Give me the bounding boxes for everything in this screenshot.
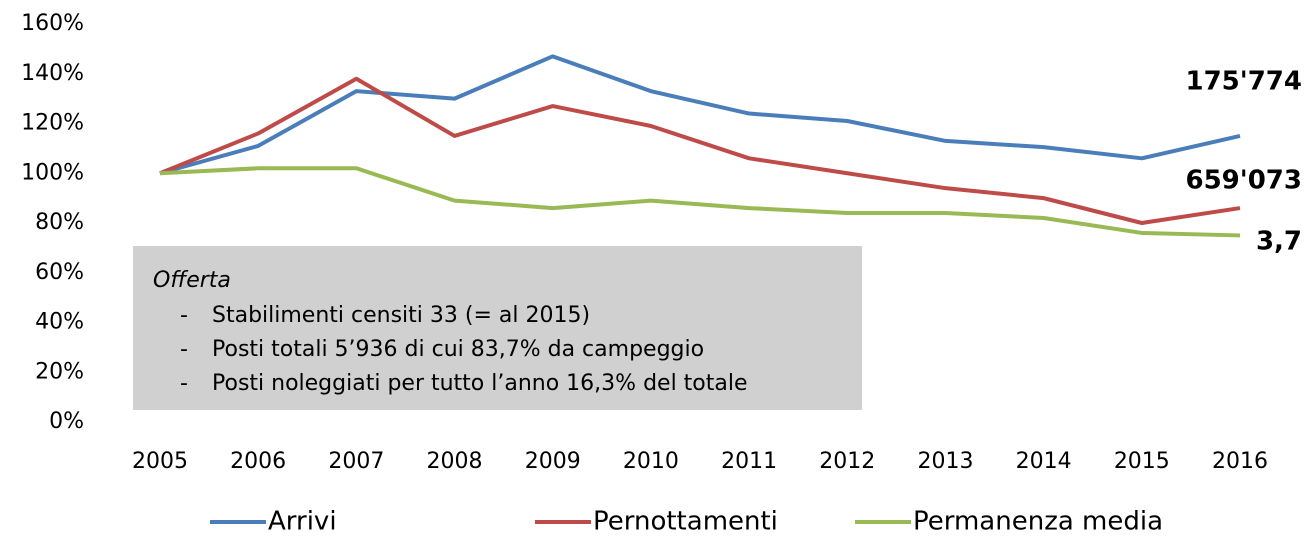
y-tick-label: 120% xyxy=(21,111,84,136)
x-tick-label: 2012 xyxy=(819,449,875,474)
legend-label: Pernottamenti xyxy=(593,507,778,536)
series-line xyxy=(159,76,1241,225)
x-tick-label: 2005 xyxy=(132,449,188,474)
y-tick-label: 80% xyxy=(35,210,84,235)
x-tick-label: 2015 xyxy=(1114,449,1170,474)
end-label: 659'073 xyxy=(1185,166,1302,196)
note-box xyxy=(133,246,862,410)
end-label: 175'774 xyxy=(1185,67,1302,97)
y-tick-label: 100% xyxy=(21,160,84,185)
x-tick-label: 2013 xyxy=(917,449,973,474)
note-item: Posti totali 5’936 di cui 83,7% da campe… xyxy=(212,337,704,362)
series-line xyxy=(159,166,1241,238)
x-tick-label: 2007 xyxy=(328,449,384,474)
x-tick-label: 2016 xyxy=(1212,449,1268,474)
y-tick-label: 60% xyxy=(35,260,84,285)
x-tick-label: 2010 xyxy=(623,449,679,474)
x-tick-label: 2009 xyxy=(525,449,581,474)
note-bullet: - xyxy=(180,303,188,328)
note-title: Offerta xyxy=(153,268,231,293)
y-tick-label: 0% xyxy=(49,409,84,434)
x-tick-label: 2011 xyxy=(721,449,777,474)
end-label: 3,7 xyxy=(1256,227,1302,257)
y-tick-label: 20% xyxy=(35,359,84,384)
note-item: Stabilimenti censiti 33 (= al 2015) xyxy=(212,303,590,328)
y-tick-label: 140% xyxy=(21,61,84,86)
x-tick-label: 2014 xyxy=(1016,449,1072,474)
series-line xyxy=(159,54,1241,176)
legend-label: Arrivi xyxy=(268,507,337,536)
y-tick-label: 40% xyxy=(35,310,84,335)
legend-label: Permanenza media xyxy=(913,507,1163,536)
x-tick-label: 2006 xyxy=(230,449,286,474)
note-bullet: - xyxy=(180,337,188,362)
y-tick-label: 160% xyxy=(21,11,84,36)
note-item: Posti noleggiati per tutto l’anno 16,3% … xyxy=(212,371,748,396)
x-tick-label: 2008 xyxy=(427,449,483,474)
note-bullet: - xyxy=(180,371,188,396)
